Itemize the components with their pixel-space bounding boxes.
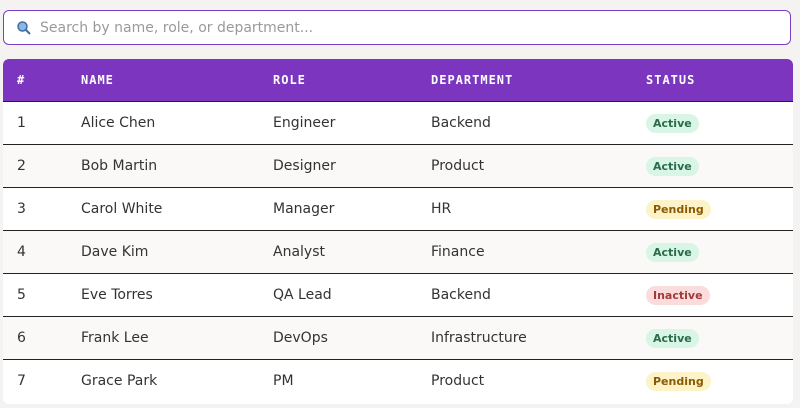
table-cell: Backend [431, 101, 646, 145]
status-badge: Pending [646, 371, 711, 391]
table-cell: Dave Kim [81, 230, 273, 274]
table-cell: Frank Lee [81, 316, 273, 360]
table-cell: Engineer [273, 101, 431, 145]
table-row[interactable]: 1 Alice Chen Engineer Backend Active [3, 101, 793, 145]
table-cell: 7 [3, 359, 81, 402]
column-header[interactable]: STATUS [646, 59, 793, 102]
status-badge: Inactive [646, 285, 710, 305]
search-placeholder: Search by name, role, or department... [40, 19, 314, 36]
table-row[interactable]: 6 Frank Lee DevOps Infrastructure Active [3, 316, 793, 360]
table-cell: Bob Martin [81, 144, 273, 188]
table-cell: Alice Chen [81, 101, 273, 145]
table-cell: 1 [3, 101, 81, 145]
table-cell: 4 [3, 230, 81, 274]
table-cell: Grace Park [81, 359, 273, 402]
table-cell: Pending [646, 359, 793, 402]
table-cell: 6 [3, 316, 81, 360]
table-cell: QA Lead [273, 273, 431, 317]
column-header[interactable]: ROLE [273, 59, 431, 102]
table-cell: Product [431, 359, 646, 402]
table-cell: Active [646, 101, 793, 145]
table-row[interactable]: 5 Eve Torres QA Lead Backend Inactive [3, 273, 793, 317]
column-header[interactable]: NAME [81, 59, 273, 102]
table-cell: 3 [3, 187, 81, 231]
column-header[interactable]: DEPARTMENT [431, 59, 646, 102]
status-badge: Active [646, 113, 699, 133]
table-cell: Active [646, 230, 793, 274]
table-cell: Product [431, 144, 646, 188]
table-row[interactable]: 7 Grace Park PM Product Pending [3, 359, 793, 402]
table-cell: 5 [3, 273, 81, 317]
column-header[interactable]: # [3, 59, 81, 102]
table-cell: HR [431, 187, 646, 231]
table-cell: Pending [646, 187, 793, 231]
table-cell: Infrastructure [431, 316, 646, 360]
header-row: # NAME ROLE DEPARTMENT STATUS [3, 59, 793, 102]
status-badge: Active [646, 242, 699, 262]
table-cell: Backend [431, 273, 646, 317]
table-cell: DevOps [273, 316, 431, 360]
table-cell: Manager [273, 187, 431, 231]
table-cell: Analyst [273, 230, 431, 274]
table-cell: Finance [431, 230, 646, 274]
table-cell: Active [646, 316, 793, 360]
table-cell: Carol White [81, 187, 273, 231]
table-cell: Eve Torres [81, 273, 273, 317]
table-cell: Inactive [646, 273, 793, 317]
table-card: # NAME ROLE DEPARTMENT STATUS 1 Alice Chen Eng… [3, 59, 793, 404]
data-table: # NAME ROLE DEPARTMENT STATUS 1 Alice Chen Eng… [3, 59, 793, 402]
status-badge: Active [646, 328, 699, 348]
search-icon [17, 20, 31, 35]
table-row[interactable]: 3 Carol White Manager HR Pending [3, 187, 793, 231]
table-row[interactable]: 2 Bob Martin Designer Product Active [3, 144, 793, 188]
table-cell: Designer [273, 144, 431, 188]
status-badge: Pending [646, 199, 711, 219]
table-row[interactable]: 4 Dave Kim Analyst Finance Active [3, 230, 793, 274]
table-cell: Active [646, 144, 793, 188]
search-box[interactable]: Search by name, role, or department... [3, 10, 791, 45]
status-badge: Active [646, 156, 699, 176]
table-cell: PM [273, 359, 431, 402]
table-cell: 2 [3, 144, 81, 188]
